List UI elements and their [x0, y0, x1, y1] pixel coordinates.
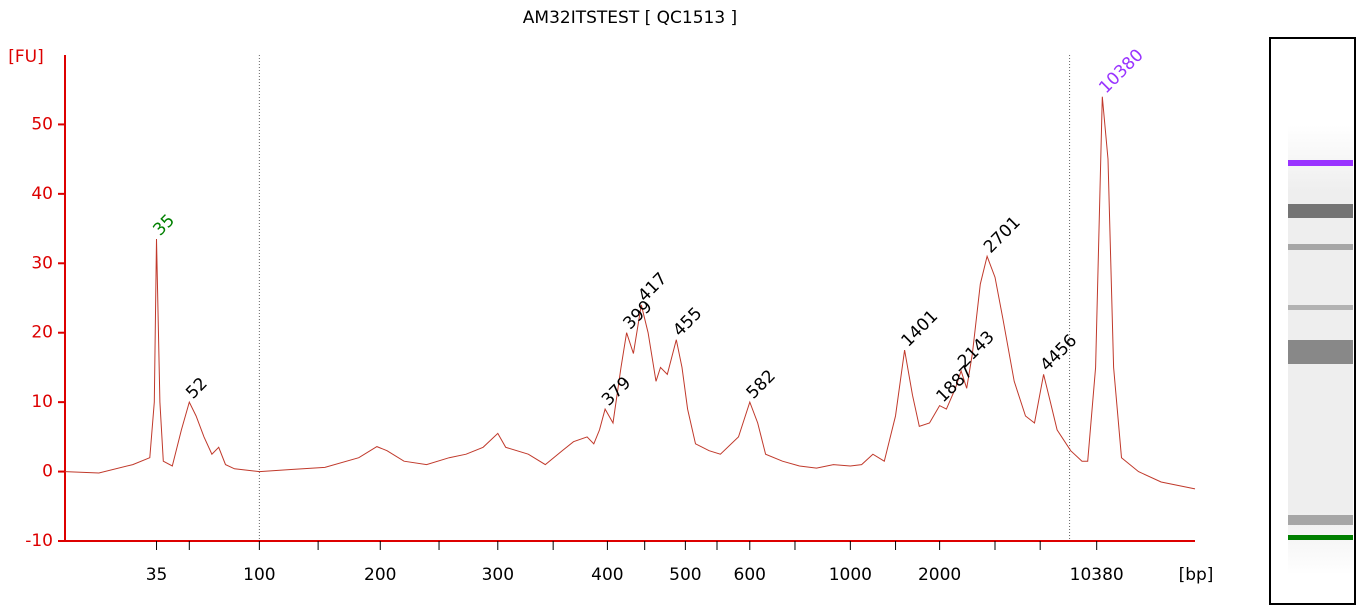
y-tick-label: 20: [31, 323, 53, 343]
x-tick-label: 100: [243, 565, 275, 585]
x-tick-label: 200: [364, 565, 396, 585]
x-axis-label: [bp]: [1179, 565, 1214, 585]
peak-label: 455: [669, 304, 706, 341]
y-tick-label: 10: [31, 392, 53, 412]
y-tick-label: 0: [42, 462, 53, 482]
x-tick-label: 500: [669, 565, 701, 585]
y-tick-label: -10: [25, 531, 53, 551]
peak-label: 379: [598, 373, 635, 410]
y-axis-label: [FU]: [8, 47, 44, 67]
peak-label: 2701: [980, 213, 1025, 258]
peak-label: 1401: [898, 306, 943, 351]
y-tick-label: 50: [31, 114, 53, 134]
x-tick-label: 2000: [918, 565, 961, 585]
peak-label: 10380: [1095, 45, 1147, 97]
peak-label: 582: [743, 366, 780, 403]
peak-label: 4456: [1037, 331, 1082, 376]
x-tick-label: 600: [734, 565, 766, 585]
y-tick-label: 40: [31, 184, 53, 204]
trace: [64, 96, 1196, 490]
x-tick-label: 300: [482, 565, 514, 585]
peak-label: 2143: [954, 327, 999, 372]
x-tick-label: 400: [591, 565, 623, 585]
x-tick-label: 10380: [1070, 565, 1124, 585]
y-tick-label: 30: [31, 253, 53, 273]
chart-title: AM32ITSTEST [ QC1513 ]: [523, 8, 737, 28]
gel-lane: [1269, 37, 1356, 605]
peak-label: 35: [149, 211, 178, 240]
x-tick-label: 1000: [829, 565, 872, 585]
peak-label: 52: [182, 374, 211, 403]
x-tick-label: 35: [146, 565, 168, 585]
